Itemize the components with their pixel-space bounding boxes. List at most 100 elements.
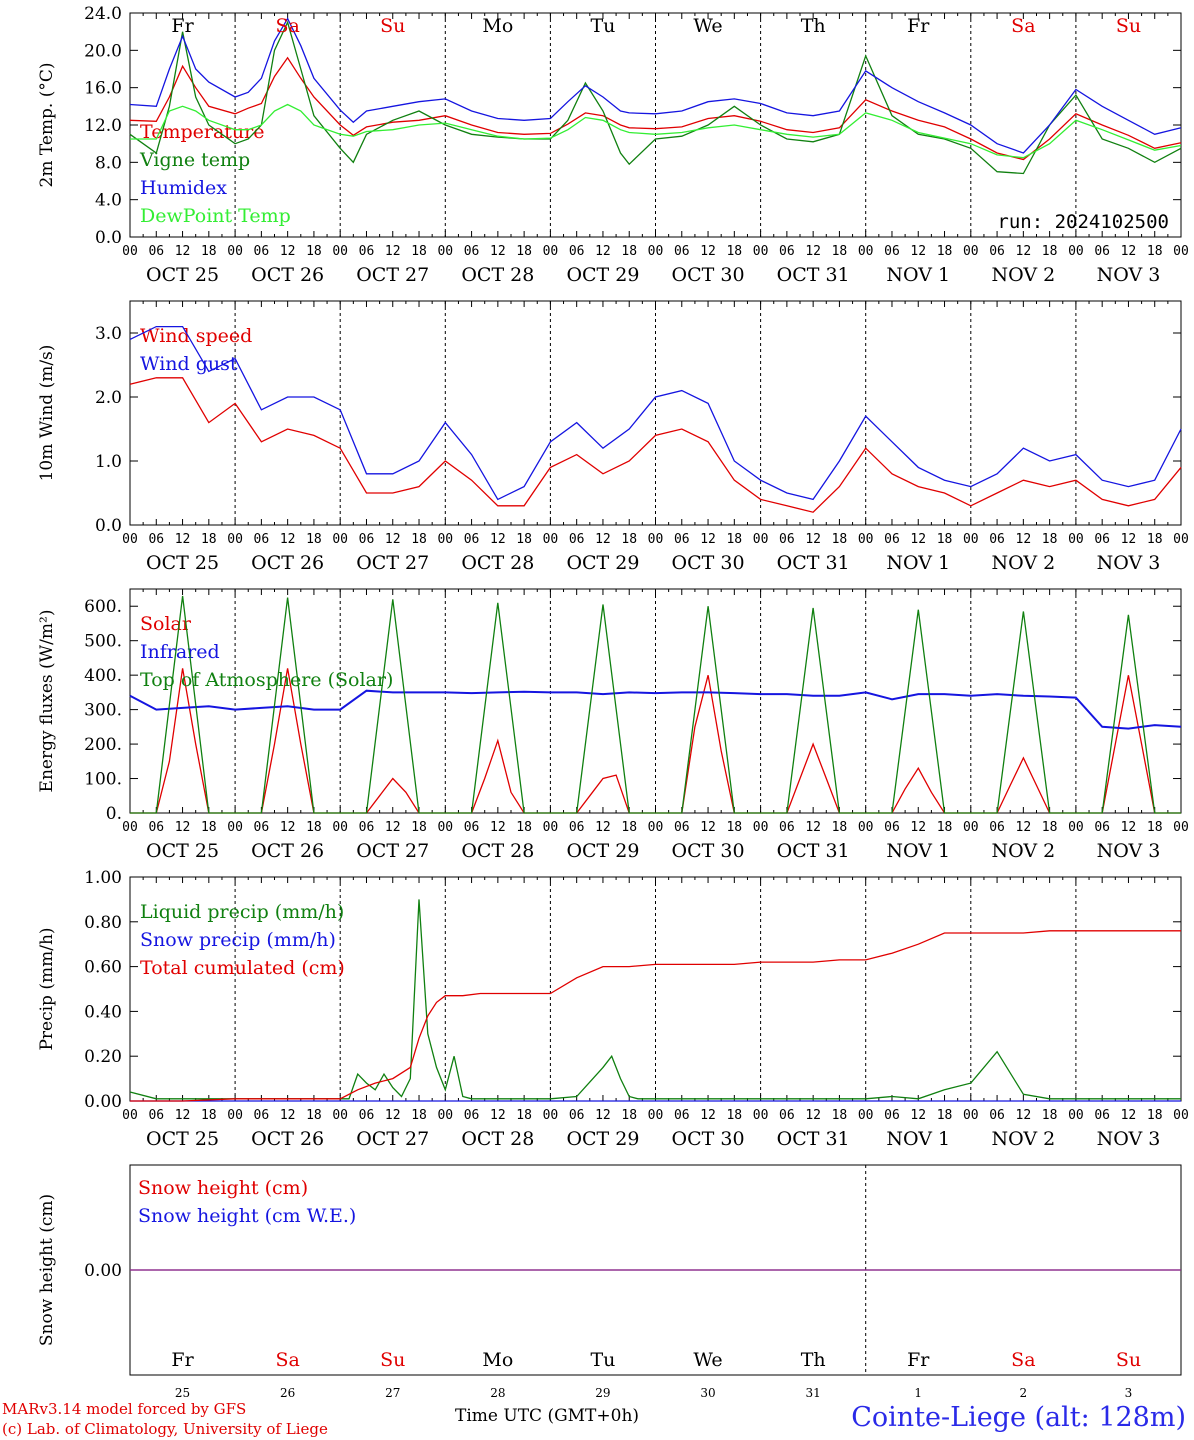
day-name: Su: [380, 1349, 405, 1371]
date-label: OCT 30: [672, 552, 745, 574]
hour-tick-label: 12: [490, 1108, 506, 1123]
hour-tick-label: 06: [1094, 244, 1110, 259]
date-label: OCT 29: [566, 840, 639, 862]
hour-tick-label: 18: [1147, 244, 1163, 259]
day-name: Sa: [275, 15, 299, 37]
hour-tick-label: 00: [1068, 532, 1084, 547]
date-label: NOV 3: [1097, 840, 1161, 862]
legend-entry: Snow precip (mm/h): [140, 929, 336, 951]
hour-tick-label: 18: [726, 1108, 742, 1123]
hour-tick-label: 00: [648, 244, 664, 259]
date-label: OCT 25: [146, 552, 219, 574]
y-tick-label: 500.: [84, 632, 122, 652]
series-line: [129, 689, 1182, 730]
hour-tick-label: 06: [1094, 1108, 1110, 1123]
date-label: OCT 30: [672, 264, 745, 286]
hour-tick-label: 00: [332, 1108, 348, 1123]
hour-tick-label: 00: [648, 820, 664, 835]
hour-tick-label: 06: [779, 820, 795, 835]
date-label: OCT 25: [146, 264, 219, 286]
date-label: OCT 26: [251, 264, 324, 286]
hour-tick-label: 18: [621, 1108, 637, 1123]
hour-tick-label: 12: [910, 244, 926, 259]
date-label: OCT 25: [146, 1128, 219, 1150]
y-tick-label: 12.0: [84, 116, 122, 136]
hour-tick-label: 06: [464, 532, 480, 547]
y-tick-label: 16.0: [84, 79, 122, 99]
legend-entry: Top of Atmosphere (Solar): [140, 669, 393, 691]
hour-tick-label: 00: [543, 532, 559, 547]
date-label: OCT 27: [356, 264, 429, 286]
hour-tick-label: 00: [437, 820, 453, 835]
hour-tick-label: 18: [201, 820, 217, 835]
series-line: [129, 17, 1182, 154]
x-axis-title: Time UTC (GMT+0h): [455, 1406, 640, 1426]
day-number: 29: [595, 1386, 610, 1400]
date-label: OCT 31: [777, 264, 850, 286]
y-tick-label: 600.: [84, 597, 122, 617]
day-name: Tu: [590, 1349, 615, 1371]
hour-tick-label: 00: [753, 820, 769, 835]
date-label: OCT 31: [777, 840, 850, 862]
date-label: OCT 27: [356, 840, 429, 862]
date-label: OCT 28: [461, 552, 534, 574]
date-label: OCT 30: [672, 1128, 745, 1150]
hour-tick-label: 00: [963, 820, 979, 835]
legend-entry: DewPoint Temp: [140, 205, 291, 227]
hour-tick-label: 18: [832, 1108, 848, 1123]
legend-entry: Humidex: [140, 177, 227, 199]
y-tick-label: 0.20: [84, 1047, 122, 1067]
hour-tick-label: 12: [1016, 1108, 1032, 1123]
hour-tick-label: 00: [227, 244, 243, 259]
hour-tick-label: 12: [1121, 532, 1137, 547]
hour-tick-label: 12: [1121, 244, 1137, 259]
series-line: [129, 899, 1181, 1100]
hour-tick-label: 18: [1042, 532, 1058, 547]
hour-tick-label: 12: [490, 244, 506, 259]
hour-tick-label: 18: [937, 532, 953, 547]
hour-tick-label: 00: [437, 532, 453, 547]
y-tick-label: 20.0: [84, 41, 122, 61]
hour-tick-label: 00: [332, 244, 348, 259]
hour-tick-label: 18: [832, 244, 848, 259]
date-label: OCT 29: [566, 552, 639, 574]
hour-tick-label: 06: [148, 244, 164, 259]
series-line: [130, 595, 1181, 814]
hour-tick-label: 12: [280, 244, 296, 259]
series-line: [129, 325, 1182, 501]
hour-tick-label: 00: [1068, 244, 1084, 259]
hour-tick-label: 18: [516, 820, 532, 835]
day-number: 1: [914, 1386, 922, 1400]
day-name: Fr: [171, 15, 194, 37]
series-line: [129, 56, 1182, 161]
hour-tick-label: 18: [1042, 1108, 1058, 1123]
hour-tick-label: 06: [464, 1108, 480, 1123]
hour-tick-label: 00: [122, 244, 138, 259]
hour-tick-label: 00: [1173, 820, 1189, 835]
hour-tick-label: 12: [1121, 820, 1137, 835]
day-number: 30: [700, 1386, 715, 1400]
legend-entry: Wind gust: [140, 353, 238, 375]
hour-tick-label: 12: [385, 532, 401, 547]
hour-tick-label: 06: [254, 244, 270, 259]
y-tick-label: 0.60: [84, 958, 122, 978]
legend-entry: Vigne temp: [139, 149, 250, 171]
hour-tick-label: 18: [726, 532, 742, 547]
hour-tick-label: 06: [674, 532, 690, 547]
hour-tick-label: 06: [779, 1108, 795, 1123]
hour-tick-label: 06: [989, 1108, 1005, 1123]
hour-tick-label: 06: [359, 820, 375, 835]
hour-tick-label: 12: [280, 820, 296, 835]
hour-tick-label: 12: [700, 244, 716, 259]
hour-tick-label: 06: [148, 820, 164, 835]
hour-tick-label: 00: [753, 532, 769, 547]
hour-tick-label: 12: [280, 532, 296, 547]
date-label: NOV 2: [991, 840, 1055, 862]
hour-tick-label: 18: [1042, 244, 1058, 259]
day-name: Su: [380, 15, 405, 37]
hour-tick-label: 06: [779, 532, 795, 547]
hour-tick-label: 06: [359, 244, 375, 259]
hour-tick-label: 00: [963, 1108, 979, 1123]
hour-tick-label: 12: [910, 1108, 926, 1123]
hour-tick-label: 12: [595, 244, 611, 259]
